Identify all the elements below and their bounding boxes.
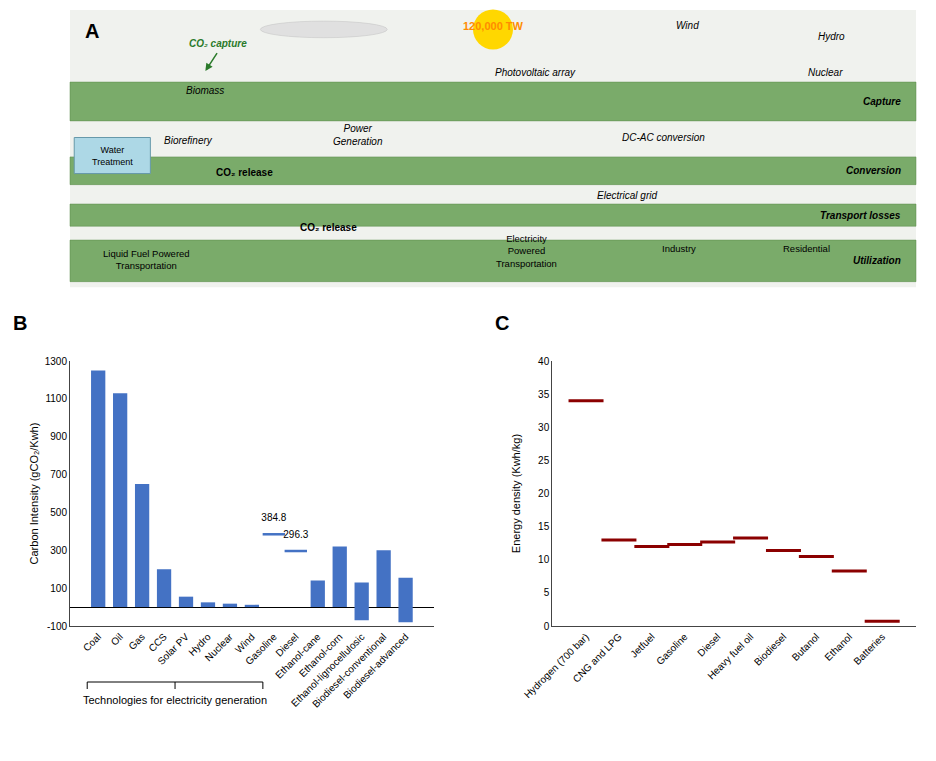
svg-text:Electrical grid: Electrical grid <box>597 190 657 201</box>
svg-text:DC-AC conversion: DC-AC conversion <box>622 132 705 143</box>
svg-text:Capture: Capture <box>863 96 901 107</box>
svg-text:Energy density (Kwh/kg): Energy density (Kwh/kg) <box>510 434 522 553</box>
svg-text:CO₂ capture: CO₂ capture <box>189 38 247 49</box>
svg-text:Conversion: Conversion <box>846 165 901 176</box>
svg-text:Gas: Gas <box>126 631 147 652</box>
svg-text:Industry: Industry <box>662 243 696 254</box>
svg-text:Biorefinery: Biorefinery <box>164 135 213 146</box>
svg-text:35: 35 <box>538 389 550 400</box>
svg-text:A: A <box>85 20 99 42</box>
svg-text:Nuclear: Nuclear <box>808 67 843 78</box>
svg-text:Solar PV: Solar PV <box>155 631 191 667</box>
svg-text:15: 15 <box>538 521 550 532</box>
svg-text:40: 40 <box>538 356 550 367</box>
svg-text:Biodiesel-advanced: Biodiesel-advanced <box>341 631 410 700</box>
svg-text:Gasoline: Gasoline <box>654 631 690 667</box>
svg-text:Diesel: Diesel <box>273 631 300 658</box>
svg-text:Biodiesel: Biodiesel <box>752 631 788 667</box>
svg-text:Coal: Coal <box>81 631 103 653</box>
svg-text:1300: 1300 <box>45 356 68 367</box>
svg-text:Jetfuel: Jetfuel <box>628 631 657 660</box>
svg-text:Butanol: Butanol <box>790 631 822 663</box>
svg-text:300: 300 <box>50 545 67 556</box>
svg-text:B: B <box>13 312 27 334</box>
svg-text:1100: 1100 <box>45 393 67 404</box>
svg-text:10: 10 <box>538 554 550 565</box>
svg-text:20: 20 <box>538 488 550 499</box>
svg-text:Hydrogen (700 bar): Hydrogen (700 bar) <box>522 631 591 700</box>
svg-text:700: 700 <box>50 469 67 480</box>
svg-text:Biomass: Biomass <box>186 85 224 96</box>
svg-text:ElectricityPoweredTransportati: ElectricityPoweredTransportation <box>496 233 557 269</box>
svg-text:C: C <box>495 312 509 334</box>
svg-text:Nuclear: Nuclear <box>203 631 236 664</box>
svg-text:Liquid Fuel PoweredTransportat: Liquid Fuel PoweredTransportation <box>103 248 190 271</box>
svg-text:Hydro: Hydro <box>186 631 213 658</box>
svg-text:Wind: Wind <box>676 20 699 31</box>
svg-text:Ethanol-corn: Ethanol-corn <box>297 631 345 679</box>
svg-text:384.8: 384.8 <box>261 512 286 523</box>
svg-text:Photovoltaic array: Photovoltaic array <box>495 67 576 78</box>
svg-text:Transport losses: Transport losses <box>820 210 901 221</box>
svg-text:Batteries: Batteries <box>851 631 887 667</box>
svg-text:500: 500 <box>50 507 67 518</box>
svg-text:Diesel: Diesel <box>695 631 722 658</box>
svg-text:Wind: Wind <box>233 631 257 655</box>
svg-text:100: 100 <box>50 583 67 594</box>
svg-text:CO₂ release: CO₂ release <box>216 167 273 178</box>
svg-text:120,000 TW: 120,000 TW <box>463 20 524 32</box>
svg-text:Ethanol: Ethanol <box>822 631 854 663</box>
svg-text:Utilization: Utilization <box>853 255 901 266</box>
svg-text:Residential: Residential <box>783 243 830 254</box>
svg-text:5: 5 <box>544 587 550 598</box>
svg-text:296.3: 296.3 <box>283 529 308 540</box>
svg-text:Ethanol-lignocellulosic: Ethanol-lignocellulosic <box>289 631 367 709</box>
svg-text:Heavy fuel oil: Heavy fuel oil <box>705 631 755 681</box>
svg-text:Biodiesel-conventional: Biodiesel-conventional <box>310 631 389 710</box>
svg-text:WaterTreatment: WaterTreatment <box>92 145 133 167</box>
svg-text:Technologies for electricity g: Technologies for electricity generation <box>83 694 267 706</box>
svg-text:30: 30 <box>538 422 550 433</box>
svg-text:0: 0 <box>544 621 550 632</box>
svg-text:Carbon Intensity (gCO₂/Kwh): Carbon Intensity (gCO₂/Kwh) <box>28 423 40 565</box>
svg-text:Oil: Oil <box>109 631 125 647</box>
svg-text:-100: -100 <box>47 621 67 632</box>
svg-text:CCS: CCS <box>146 631 169 654</box>
svg-text:Gasoline: Gasoline <box>243 631 279 667</box>
svg-text:CO₂ release: CO₂ release <box>300 222 357 233</box>
svg-text:Ethanol-cane: Ethanol-cane <box>273 631 323 681</box>
svg-text:900: 900 <box>50 431 67 442</box>
svg-text:Hydro: Hydro <box>818 31 845 42</box>
svg-text:CNG and LPG: CNG and LPG <box>571 631 625 685</box>
svg-text:PowerGeneration: PowerGeneration <box>333 123 383 147</box>
svg-text:25: 25 <box>538 455 550 466</box>
